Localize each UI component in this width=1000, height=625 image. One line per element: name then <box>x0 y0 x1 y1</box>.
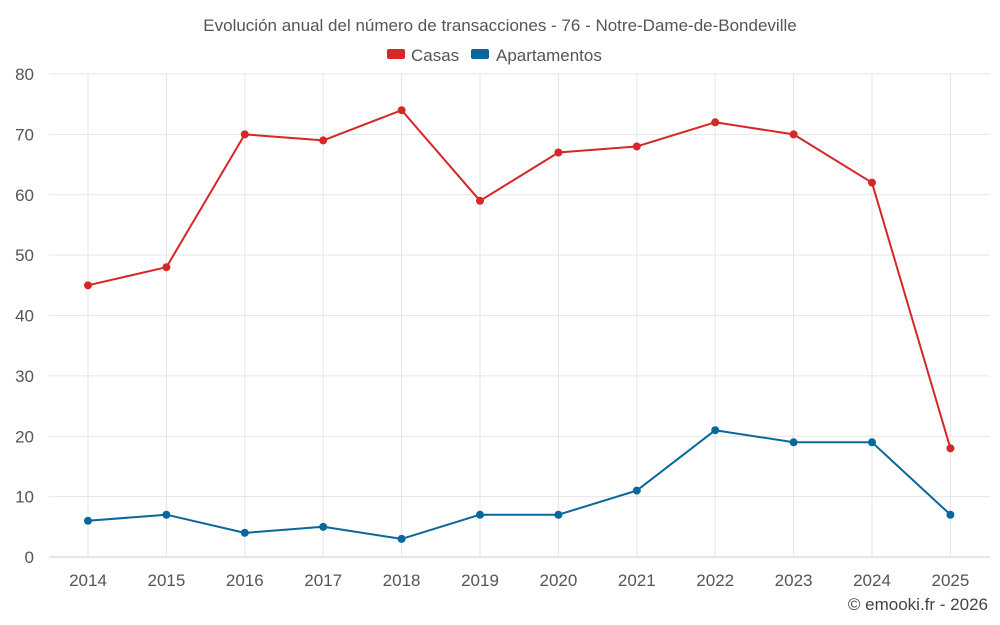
data-point-apartamentos-2025[interactable] <box>946 510 955 519</box>
x-tick-label-2017: 2017 <box>304 571 342 590</box>
legend-label-casas: Casas <box>411 46 459 65</box>
data-point-casas-2025[interactable] <box>946 444 955 453</box>
chart-title: Evolución anual del número de transaccio… <box>203 16 796 35</box>
x-tick-label-2025: 2025 <box>931 571 969 590</box>
data-point-casas-2022[interactable] <box>711 118 720 127</box>
data-point-casas-2015[interactable] <box>162 263 171 272</box>
data-point-casas-2023[interactable] <box>789 130 798 139</box>
y-tick-label-60: 60 <box>15 186 34 205</box>
y-tick-label-0: 0 <box>25 548 34 567</box>
data-point-casas-2019[interactable] <box>476 196 484 205</box>
data-point-apartamentos-2023[interactable] <box>789 438 798 447</box>
data-point-apartamentos-2017[interactable] <box>319 522 328 531</box>
data-point-apartamentos-2014[interactable] <box>84 516 92 525</box>
y-tick-label-30: 30 <box>15 367 34 386</box>
series-line-apartamentos <box>87 429 952 540</box>
x-tick-label-2024: 2024 <box>853 571 891 590</box>
x-tick-label-2022: 2022 <box>696 571 734 590</box>
y-tick-label-40: 40 <box>15 307 34 326</box>
y-axis-ticks: 0 10 20 30 40 50 60 70 80 <box>15 65 34 567</box>
data-point-apartamentos-2016[interactable] <box>240 528 249 537</box>
x-tick-label-2023: 2023 <box>775 571 813 590</box>
x-tick-label-2021: 2021 <box>618 571 656 590</box>
legend-swatch-apartamentos <box>471 49 489 59</box>
legend-swatch-casas <box>387 49 405 59</box>
data-point-casas-2016[interactable] <box>240 130 249 139</box>
series-layer <box>84 106 955 543</box>
data-point-casas-2014[interactable] <box>84 281 92 290</box>
data-point-casas-2024[interactable] <box>868 178 876 187</box>
y-tick-label-20: 20 <box>15 427 34 446</box>
x-axis-ticks: 2014 2015 2016 2017 2018 2019 2020 2021 2022 2023… <box>69 571 969 590</box>
x-tick-label-2015: 2015 <box>147 571 185 590</box>
data-point-apartamentos-2018[interactable] <box>397 534 406 543</box>
data-point-apartamentos-2015[interactable] <box>162 510 171 519</box>
series-line-casas <box>87 109 952 449</box>
legend-item-apartamentos[interactable]: Apartamentos <box>471 46 602 65</box>
y-tick-label-80: 80 <box>15 65 34 84</box>
x-tick-label-2016: 2016 <box>226 571 264 590</box>
legend: Casas Apartamentos <box>387 46 602 65</box>
legend-item-casas[interactable]: Casas <box>387 46 459 65</box>
legend-label-apartamentos: Apartamentos <box>496 46 602 65</box>
x-tick-label-2014: 2014 <box>69 571 107 590</box>
data-point-casas-2020[interactable] <box>554 148 563 157</box>
data-point-apartamentos-2019[interactable] <box>476 510 484 519</box>
x-tick-label-2019: 2019 <box>461 571 499 590</box>
data-point-apartamentos-2022[interactable] <box>711 426 720 435</box>
y-tick-label-70: 70 <box>15 125 34 144</box>
gridlines <box>49 73 990 558</box>
data-point-casas-2021[interactable] <box>632 142 641 151</box>
y-tick-label-10: 10 <box>15 488 34 507</box>
credit-text: © emooki.fr - 2026 <box>848 595 988 614</box>
data-point-apartamentos-2024[interactable] <box>868 438 876 447</box>
data-point-apartamentos-2020[interactable] <box>554 510 563 519</box>
data-point-casas-2018[interactable] <box>397 106 406 115</box>
data-point-apartamentos-2021[interactable] <box>632 486 641 495</box>
y-tick-label-50: 50 <box>15 246 34 265</box>
data-point-casas-2017[interactable] <box>319 136 328 145</box>
x-tick-label-2018: 2018 <box>383 571 421 590</box>
x-tick-label-2020: 2020 <box>539 571 577 590</box>
